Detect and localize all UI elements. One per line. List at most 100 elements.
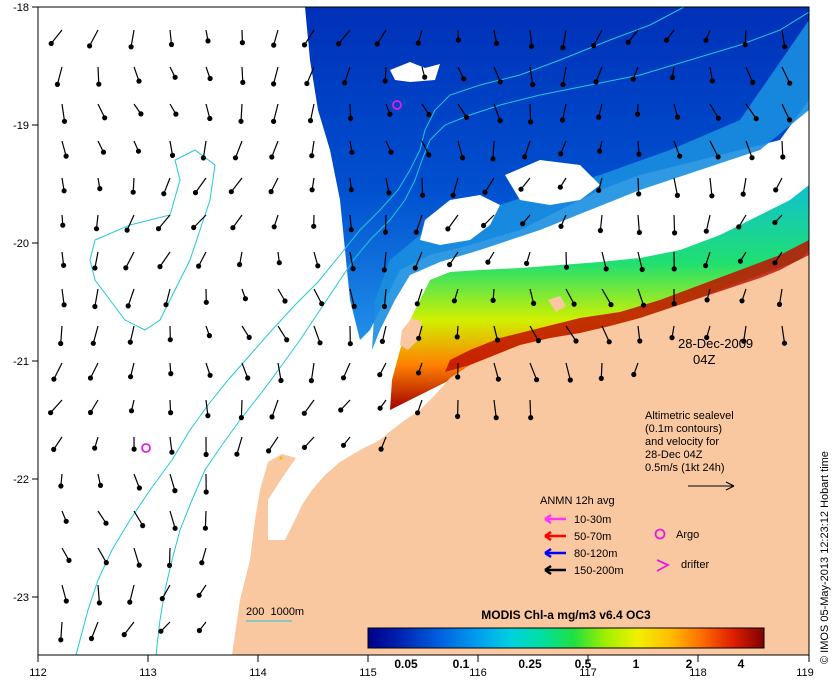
velocity-vector-head xyxy=(596,187,602,193)
chlorophyll-coastal-band xyxy=(445,240,809,372)
velocity-vector-head xyxy=(634,111,641,117)
anmn-legend-label: 80-120m xyxy=(574,548,617,560)
velocity-vector-head xyxy=(772,219,778,226)
velocity-vector-head xyxy=(636,191,642,197)
velocity-vector-head xyxy=(207,115,213,122)
velocity-vector-head xyxy=(736,224,742,230)
velocity-vector-head xyxy=(422,74,428,80)
velocity-vector-head xyxy=(636,229,643,236)
velocity-vector-head xyxy=(782,44,788,50)
velocity-vector xyxy=(125,251,135,269)
velocity-vector-head xyxy=(169,152,176,158)
velocity-vector-head xyxy=(307,117,314,124)
velocity-vector-head xyxy=(136,485,142,491)
velocity-vector-head xyxy=(704,334,710,341)
velocity-vector-head xyxy=(60,262,67,268)
y-tick-label: -21 xyxy=(13,356,29,368)
velocity-vector xyxy=(745,103,757,120)
velocity-vector-head xyxy=(608,302,614,308)
velocity-vector-field xyxy=(47,29,793,643)
velocity-vector-head xyxy=(96,81,102,87)
velocity-vector xyxy=(529,66,534,85)
velocity-vector xyxy=(709,103,719,119)
velocity-vector xyxy=(236,436,243,455)
velocity-vector xyxy=(565,288,575,305)
velocity-vector-head xyxy=(268,189,274,195)
velocity-vector-head xyxy=(121,631,127,638)
velocity-vector-head xyxy=(301,410,307,416)
velocity-vector xyxy=(277,325,288,341)
velocity-vector-head xyxy=(271,42,277,48)
velocity-vector xyxy=(601,288,612,305)
velocity-vector xyxy=(271,140,279,158)
velocity-vector-head xyxy=(245,375,251,381)
colorbar-tick-label: 0.5 xyxy=(575,657,592,671)
velocity-vector-head xyxy=(377,372,383,378)
velocity-vector xyxy=(709,140,719,158)
velocity-vector xyxy=(457,103,468,118)
velocity-vector xyxy=(94,288,99,307)
velocity-vector-head xyxy=(205,413,211,419)
velocity-vector-head xyxy=(203,489,209,495)
colorbar-tick-label: 0.05 xyxy=(394,657,418,671)
velocity-vector-head xyxy=(750,79,756,86)
velocity-vector-head xyxy=(704,297,710,303)
velocity-vector xyxy=(130,29,135,47)
colorbar-tick-label: 0.25 xyxy=(518,657,542,671)
velocity-vector-head xyxy=(240,79,246,86)
velocity-vector-head xyxy=(780,154,786,160)
velocity-vector xyxy=(129,584,135,603)
velocity-vector-head xyxy=(741,338,747,344)
velocity-vector-head xyxy=(378,446,384,452)
velocity-vector-head xyxy=(97,482,104,488)
velocity-vector-head xyxy=(669,335,675,341)
velocity-vector xyxy=(421,177,424,196)
anmn-legend: ANMN 12h avg 10-30m 50-70m 80-120m 150-2… xyxy=(540,495,709,577)
velocity-vector-head xyxy=(90,340,96,346)
bathymetry-contour-200m xyxy=(155,11,809,655)
velocity-vector-head xyxy=(168,371,174,377)
y-tick-label: -19 xyxy=(13,120,29,132)
velocity-vector xyxy=(601,251,607,270)
velocity-vector-head xyxy=(603,266,609,272)
velocity-vector-head xyxy=(157,264,163,270)
velocity-vector xyxy=(202,140,207,158)
velocity-vector-head xyxy=(206,333,212,339)
velocity-vector-head xyxy=(172,74,178,80)
velocity-vector-head xyxy=(278,377,284,384)
velocity-vector-head xyxy=(92,265,98,271)
velocity-vector-head xyxy=(131,446,137,452)
velocity-vector-head xyxy=(163,302,169,308)
velocity-vector-head xyxy=(709,78,716,84)
velocity-vector xyxy=(529,362,538,380)
anmn-legend-label: 150-200m xyxy=(574,565,624,577)
velocity-vector xyxy=(273,66,279,85)
velocity-vector xyxy=(61,288,65,305)
velocity-vector-head xyxy=(232,155,239,161)
velocity-vector xyxy=(342,362,351,379)
bathymetry-legend-label: 200 1000m xyxy=(246,606,304,618)
map-plot-area xyxy=(38,7,809,655)
velocity-vector xyxy=(234,140,243,159)
velocity-vector xyxy=(158,214,171,230)
velocity-vector-head xyxy=(639,266,645,273)
velocity-vector xyxy=(133,547,140,566)
velocity-vector xyxy=(195,177,207,193)
velocity-vector-head xyxy=(207,372,213,378)
velocity-vector-head xyxy=(238,415,244,421)
velocity-vector-head xyxy=(671,230,678,236)
velocity-vector-head xyxy=(173,111,179,117)
velocity-vector xyxy=(562,29,567,48)
velocity-vector xyxy=(493,362,499,380)
velocity-vector xyxy=(97,547,107,563)
x-tick-label: 118 xyxy=(689,667,707,679)
bathymetry-seamount-contour xyxy=(89,149,216,331)
velocity-vector-head xyxy=(481,222,487,229)
velocity-vector-head xyxy=(136,78,142,84)
velocity-vector-head xyxy=(557,184,563,190)
velocity-vector xyxy=(310,362,315,381)
velocity-vector xyxy=(673,177,678,196)
velocity-vector xyxy=(97,584,100,603)
velocity-vector-head xyxy=(386,190,392,196)
velocity-vector-head xyxy=(237,262,243,268)
